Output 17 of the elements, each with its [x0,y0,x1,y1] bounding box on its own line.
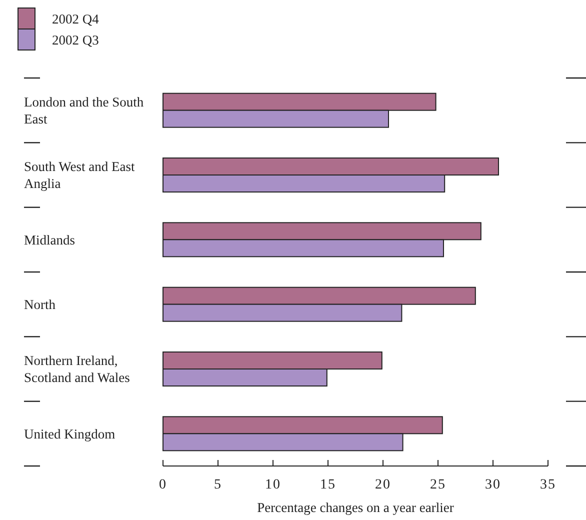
x-tick-label: 15 [320,478,336,493]
y-tick-label: United Kingdom [24,426,116,442]
x-tick-label: 35 [540,478,556,493]
x-tick-label: 0 [159,478,167,493]
y-tick-label: Northern Ireland, Scotland and Wales [24,353,130,386]
y-tick-label: Midlands [24,232,76,248]
legend-label: 2002 Q4 [52,12,100,27]
x-tick-label: 25 [430,478,446,493]
x-tick-label: 10 [265,478,281,493]
y-tick-label: South West and East Anglia [24,159,136,192]
x-axis-title: Percentage changes on a year earlier [257,500,454,515]
legend-label: 2002 Q3 [52,32,100,48]
x-tick-label: 20 [375,478,391,493]
y-tick-label: London and the South East [24,94,144,127]
x-tick-label: 30 [485,478,501,493]
y-tick-label: North [24,297,56,312]
x-tick-label: 5 [214,478,222,493]
